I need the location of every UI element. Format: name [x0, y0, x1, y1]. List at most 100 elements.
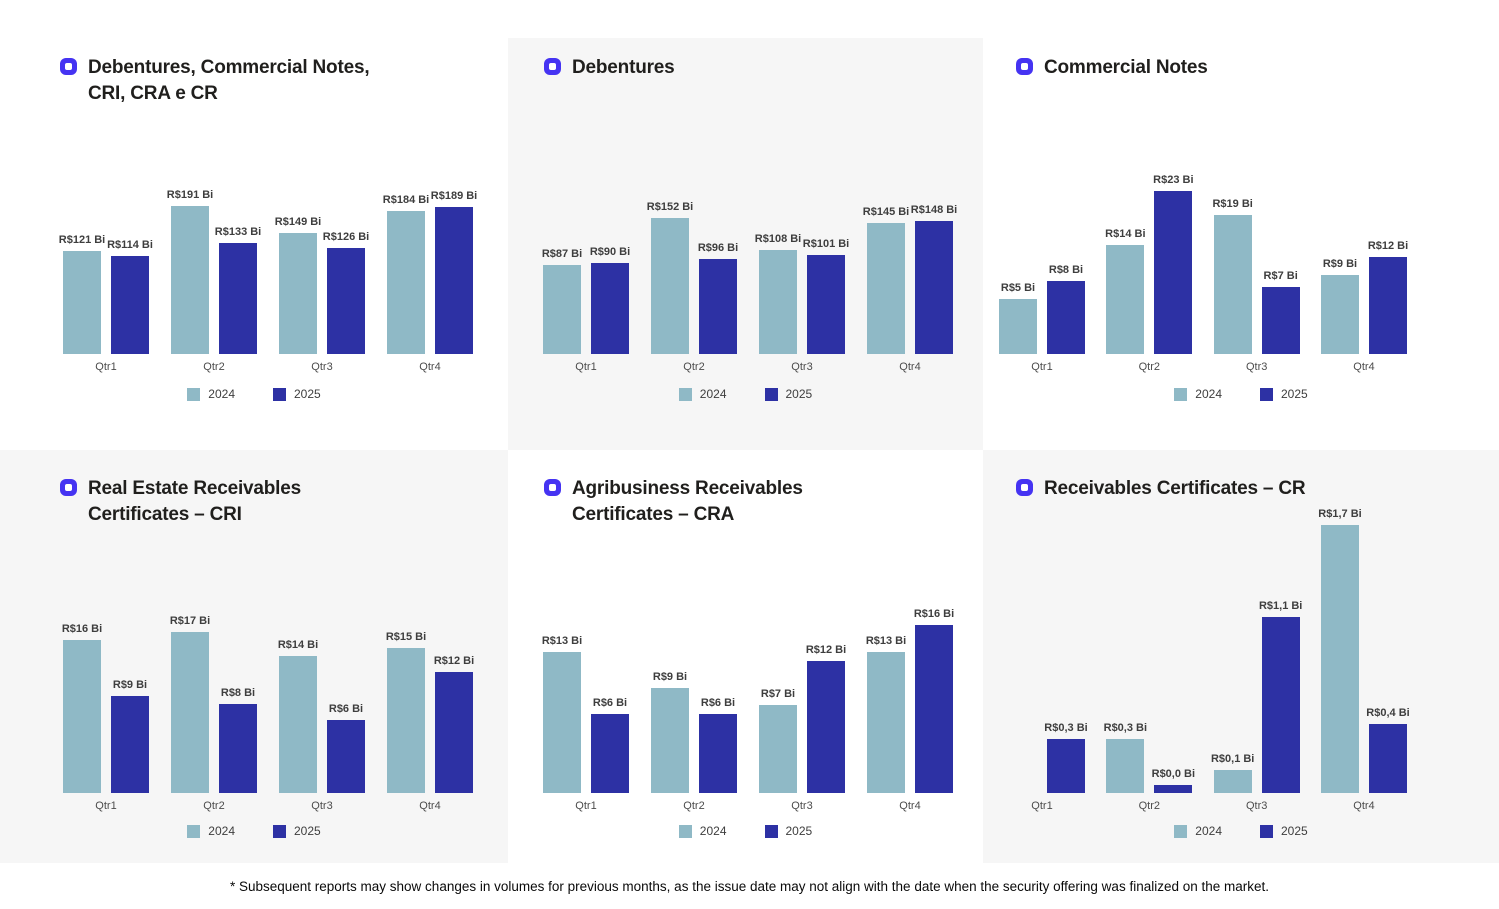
bar-value-label: R$12 Bi: [433, 655, 475, 667]
bar-slot-2025: R$101 Bi: [803, 238, 849, 354]
bar-slot-2025: R$148 Bi: [911, 204, 957, 354]
chart-title: Debentures, Commercial Notes, CRI, CRA e…: [88, 55, 370, 107]
legend-swatch-2025: [1260, 824, 1273, 838]
bar-2024-qtr1: [999, 299, 1037, 354]
legend: 2024 2025: [983, 824, 1499, 838]
bar-slot-2024: R$15 Bi: [386, 631, 426, 793]
bar-slot-2024: R$0,3 Bi: [1104, 722, 1147, 793]
bar-slot-2024: R$108 Bi: [755, 233, 801, 354]
chart-header: Commercial Notes: [1016, 55, 1208, 81]
quarter-group-qtr1: R$87 Bi R$90 Bi Qtr1: [542, 246, 630, 374]
bar-value-label: R$0,3 Bi: [1044, 722, 1088, 734]
bar-slot-2025: R$133 Bi: [215, 226, 261, 354]
bar-value-label: R$14 Bi: [1105, 228, 1146, 240]
bar-2025-qtr1: [591, 714, 629, 793]
chart-panel-cra: Agribusiness Receivables Certificates – …: [508, 450, 983, 863]
chart-title-line: Debentures, Commercial Notes,: [88, 57, 370, 78]
quarter-group-qtr3: R$108 Bi R$101 Bi Qtr3: [755, 233, 849, 374]
bar-slot-2025: R$1,1 Bi: [1258, 600, 1303, 793]
category-label: Qtr3: [1245, 361, 1268, 373]
legend-item-2024: 2024: [187, 387, 235, 401]
bar-value-label: R$121 Bi: [58, 234, 106, 246]
legend-swatch-2025: [273, 824, 286, 838]
category-label: Qtr3: [311, 361, 333, 373]
bar-slot-2024: R$191 Bi: [167, 189, 213, 354]
bar-value-label: R$108 Bi: [754, 233, 802, 245]
chart-header: Real Estate Receivables Certificates – C…: [60, 476, 301, 528]
chart-panel-cr: Receivables Certificates – CR R$0,3 Bi Qt…: [983, 450, 1499, 863]
bullet-ring-icon: [1016, 479, 1033, 496]
quarter-group-qtr4: R$184 Bi R$189 Bi Qtr4: [383, 190, 477, 374]
category-label: Qtr4: [1353, 800, 1375, 812]
bar-slot-2024: R$145 Bi: [863, 206, 909, 354]
bar-2024-qtr2: [171, 206, 209, 354]
category-label: Qtr4: [899, 361, 921, 373]
bar-slot-2025: R$16 Bi: [914, 608, 954, 793]
bar-slot-2025: R$0,4 Bi: [1366, 707, 1410, 793]
bar-2025-qtr1: [111, 256, 149, 354]
legend-item-2025: 2025: [764, 387, 812, 401]
category-label: Qtr1: [95, 361, 117, 373]
category-label: Qtr2: [683, 800, 705, 812]
bar-slot-2025: R$6 Bi: [699, 697, 737, 793]
legend-swatch-2024: [187, 824, 201, 838]
bar-slot-2024: R$17 Bi: [170, 615, 210, 793]
bar-value-label: R$126 Bi: [322, 231, 370, 243]
quarter-group-qtr4: R$145 Bi R$148 Bi Qtr4: [863, 204, 957, 374]
bar-value-label: R$96 Bi: [697, 242, 739, 254]
bar-pair: R$145 Bi R$148 Bi: [863, 204, 957, 354]
bar-value-label: R$149 Bi: [274, 216, 322, 228]
bar-2025-qtr4: [915, 625, 953, 793]
bar-value-label: R$7 Bi: [760, 688, 796, 700]
bar-value-label: R$0,0 Bi: [1151, 768, 1196, 780]
category-label: Qtr1: [1031, 361, 1053, 373]
chart-title: Debentures: [572, 55, 675, 81]
legend-label: 2025: [1281, 824, 1308, 838]
quarter-group-qtr2: R$14 Bi R$23 Bi Qtr2: [1105, 174, 1193, 374]
bar-plot: R$0,3 Bi Qtr1 R$0,3 Bi R$0,0 Bi Qtr2 R$0,1 Bi…: [999, 508, 1410, 813]
quarter-group-qtr3: R$19 Bi R$7 Bi Qtr3: [1212, 198, 1300, 374]
bar-value-label: R$6 Bi: [592, 697, 628, 709]
bar-value-label: R$7 Bi: [1263, 270, 1298, 282]
legend-label: 2025: [294, 387, 321, 401]
category-label: Qtr4: [899, 800, 921, 812]
quarter-group-qtr4: R$15 Bi R$12 Bi Qtr4: [386, 631, 475, 813]
bar-value-label: R$6 Bi: [328, 703, 364, 715]
bar-pair: R$0,3 Bi R$0,0 Bi: [1104, 722, 1196, 793]
legend-item-2025: 2025: [1260, 387, 1308, 401]
legend-item-2024: 2024: [678, 387, 727, 401]
bar-slot-2024: R$19 Bi: [1212, 198, 1253, 354]
bar-2024-qtr1: [543, 652, 581, 793]
category-label: Qtr3: [311, 800, 333, 812]
quarter-group-qtr2: R$152 Bi R$96 Bi Qtr2: [647, 201, 739, 374]
legend-item-2025: 2025: [273, 824, 321, 838]
bar-slot-2025: R$6 Bi: [327, 703, 365, 793]
quarter-group-qtr2: R$191 Bi R$133 Bi Qtr2: [167, 189, 261, 374]
quarter-group-qtr3: R$0,1 Bi R$1,1 Bi Qtr3: [1211, 600, 1303, 813]
bar-2024-qtr2: [651, 688, 689, 793]
bar-pair: R$108 Bi R$101 Bi: [755, 233, 849, 354]
bar-value-label: R$1,1 Bi: [1258, 600, 1303, 612]
legend-label: 2024: [699, 824, 727, 838]
bar-slot-2025: R$8 Bi: [1047, 264, 1085, 354]
chart-header: Debentures: [544, 55, 675, 81]
chart-header: Debentures, Commercial Notes, CRI, CRA e…: [60, 55, 370, 107]
bar-pair: R$14 Bi R$6 Bi: [278, 639, 365, 793]
bar-2024-qtr1: [543, 265, 581, 354]
quarter-group-qtr1: R$13 Bi R$6 Bi Qtr1: [542, 635, 629, 813]
bar-pair: R$0,3 Bi: [999, 722, 1088, 793]
bar-value-label: R$9 Bi: [112, 679, 148, 691]
category-label: Qtr1: [575, 361, 597, 373]
bar-2025-qtr3: [1261, 617, 1300, 793]
bar-plot: R$16 Bi R$9 Bi Qtr1 R$17 Bi R$8 Bi Qtr2 R$14 B…: [62, 615, 475, 813]
bar-value-label: R$8 Bi: [220, 687, 256, 699]
bar-slot-2025: R$189 Bi: [431, 190, 477, 354]
bar-value-label: R$12 Bi: [805, 644, 847, 656]
category-label: Qtr2: [1138, 361, 1161, 373]
bar-slot-2024: R$13 Bi: [866, 635, 906, 793]
bar-2025-qtr2: [699, 714, 737, 793]
bar-pair: R$87 Bi R$90 Bi: [542, 246, 630, 354]
bar-slot-2024: R$7 Bi: [759, 688, 797, 793]
quarter-group-qtr1: R$5 Bi R$8 Bi Qtr1: [999, 264, 1085, 374]
